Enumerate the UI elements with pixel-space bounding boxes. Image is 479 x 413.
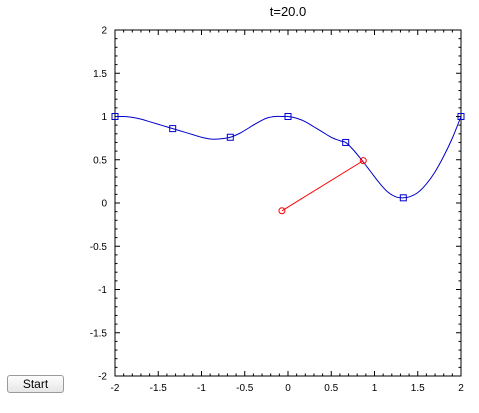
x-tick-label: -2 <box>111 383 120 394</box>
y-tick-label: -0.5 <box>90 242 108 253</box>
y-axis-tick-labels: 2 1.5 1 0.5 0 -0.5 -1 -1.5 -2 <box>90 26 108 383</box>
y-tick-label: -2 <box>98 372 107 383</box>
control-point-marker <box>342 138 350 146</box>
y-tick-label: 1 <box>101 112 107 123</box>
x-tick-label: 0 <box>285 383 291 394</box>
y-tick-label: 2 <box>101 26 107 37</box>
x-tick-label: -1 <box>197 383 206 394</box>
axis-ticks <box>114 29 462 377</box>
x-tick-label: 0.5 <box>324 383 338 394</box>
x-axis-tick-labels: -2 -1.5 -1 -0.5 0 0.5 1 1.5 2 <box>111 383 465 394</box>
y-tick-label: -1 <box>98 285 107 296</box>
start-button[interactable]: Start <box>7 375 64 393</box>
red-segment-endpoint <box>359 157 367 165</box>
chart-title: t=20.0 <box>270 4 307 19</box>
y-tick-label: -1.5 <box>90 328 108 339</box>
red-segment-endpoint <box>278 207 286 215</box>
control-point-marker <box>169 125 177 133</box>
x-tick-label: 1.5 <box>411 383 425 394</box>
x-tick-label: 1 <box>372 383 378 394</box>
spline-curve-line <box>114 115 462 199</box>
control-point-marker <box>284 113 292 120</box>
x-tick-label: 2 <box>458 383 464 394</box>
y-tick-label: 0.5 <box>93 155 107 166</box>
control-point-marker <box>111 113 119 120</box>
control-point-marker <box>457 113 465 120</box>
series-layer <box>111 113 465 215</box>
x-tick-label: -0.5 <box>236 383 254 394</box>
red-segment-line <box>281 160 364 212</box>
x-tick-label: -1.5 <box>150 383 168 394</box>
y-tick-label: 0 <box>101 199 107 210</box>
y-tick-label: 1.5 <box>93 69 107 80</box>
control-point-marker <box>399 194 407 202</box>
control-point-marker <box>226 133 234 141</box>
plot-area-frame <box>114 29 462 377</box>
